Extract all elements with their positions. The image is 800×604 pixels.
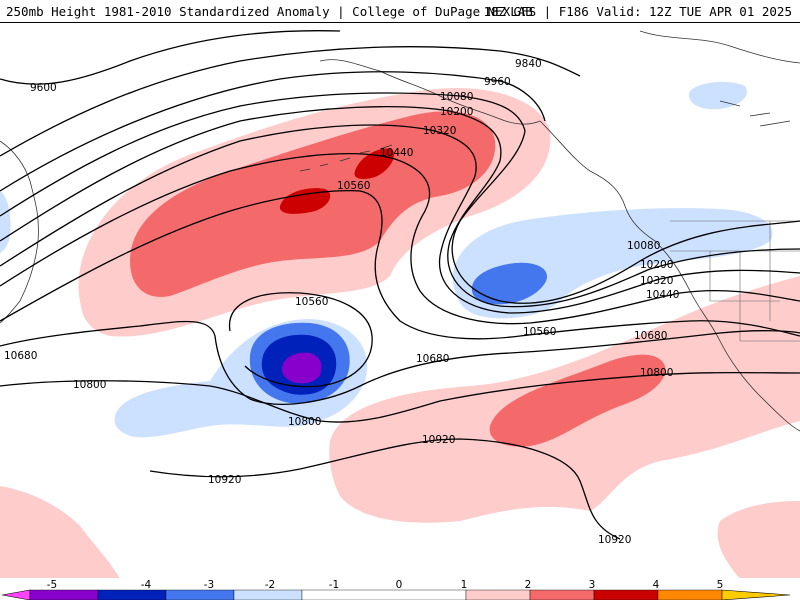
colorbar-right-arrow <box>721 589 791 601</box>
negative-anomaly-shading <box>0 81 773 438</box>
contour-label: 10920 <box>422 434 455 446</box>
colorbar-tick: -2 <box>265 579 275 591</box>
anomaly-neg4-west <box>281 352 322 384</box>
contour-10560-closed <box>228 292 373 388</box>
colorbar-tick: -3 <box>204 579 214 591</box>
contour-label: 10800 <box>640 367 673 379</box>
coastline-alaska <box>319 59 541 125</box>
colorbar-svg: -5 -4 -3 -2 -1 0 1 2 3 4 5 <box>1 579 791 601</box>
map-title: 250mb Height 1981-2010 Standardized Anom… <box>6 4 533 19</box>
contour-label: 10560 <box>295 296 328 308</box>
colorbar-left-arrow <box>1 589 31 601</box>
weather-map: 9600 9840 9960 10080 10200 10320 10440 1… <box>0 22 800 579</box>
contour-9600 <box>0 30 341 85</box>
coastline-asia <box>0 140 39 324</box>
coastline-hudson <box>639 30 800 64</box>
contour-label: 9840 <box>515 58 542 70</box>
colorbar-tick: 5 <box>717 579 724 591</box>
contour-10440 <box>0 153 800 325</box>
positive-anomaly-shading <box>0 87 800 579</box>
colorbar-bin <box>657 589 723 601</box>
colorbar-bin <box>165 589 235 601</box>
contour-label: 10320 <box>423 125 456 137</box>
contour-label: 9600 <box>30 82 57 94</box>
contour-label: 10200 <box>440 106 473 118</box>
contour-10200 <box>0 106 800 308</box>
contour-label: 10200 <box>640 259 673 271</box>
anomaly-pos1-southwest <box>0 486 120 579</box>
contour-label: 10080 <box>627 240 660 252</box>
colorbar-bin <box>29 589 99 601</box>
map-header: 250mb Height 1981-2010 Standardized Anom… <box>0 0 800 22</box>
model-run-info: 18Z GFS | F186 Valid: 12Z TUE APR 01 202… <box>483 4 792 19</box>
colorbar-tick: 0 <box>396 579 403 591</box>
coastline-aleutians <box>299 144 393 172</box>
contour-label: 10080 <box>440 91 473 103</box>
contour-9840 <box>0 46 581 157</box>
colorbar-tick: 4 <box>653 579 660 591</box>
contour-10800 <box>0 371 800 423</box>
colorbar-bin <box>301 589 467 601</box>
coastline-canada-islands <box>719 100 791 127</box>
contour-label: 10680 <box>416 353 449 365</box>
contour-label: 10800 <box>288 416 321 428</box>
contour-label: 10440 <box>646 289 679 301</box>
contour-10560-a <box>0 190 800 340</box>
colorbar-bin <box>465 589 531 601</box>
contour-10680 <box>0 320 800 405</box>
colorbar-bin <box>529 589 595 601</box>
anomaly-neg2-east <box>471 262 547 305</box>
colorbar: -5 -4 -3 -2 -1 0 1 2 3 4 5 <box>0 578 800 601</box>
colorbar-bin <box>593 589 659 601</box>
colorbar-bin <box>97 589 167 601</box>
anomaly-neg1-far-west <box>0 191 11 253</box>
colorbar-tick: -5 <box>47 579 57 591</box>
contour-label: 10560 <box>523 326 556 338</box>
colorbar-bin <box>233 589 303 601</box>
contour-label: 9960 <box>484 76 511 88</box>
map-svg: 9600 9840 9960 10080 10200 10320 10440 1… <box>0 30 800 579</box>
contour-9960 <box>0 71 546 192</box>
colorbar-tick: 2 <box>525 579 532 591</box>
contour-10920 <box>149 438 621 540</box>
contour-label: 10680 <box>634 330 667 342</box>
anomaly-neg1-northeast <box>689 81 748 110</box>
contour-label: 10560 <box>337 180 370 192</box>
colorbar-tick: -1 <box>329 579 339 591</box>
contour-label: 10920 <box>208 474 241 486</box>
contour-label: 10680 <box>4 350 37 362</box>
contour-labels: 9600 9840 9960 10080 10200 10320 10440 1… <box>4 58 679 546</box>
contour-10320 <box>0 124 800 314</box>
contour-label: 10920 <box>598 534 631 546</box>
contour-label: 10800 <box>73 379 106 391</box>
height-contours <box>0 30 800 540</box>
anomaly-pos1-southeast <box>717 501 800 579</box>
colorbar-tick: -4 <box>141 579 152 591</box>
contour-label: 10440 <box>380 147 413 159</box>
contour-label: 10320 <box>640 275 673 287</box>
anomaly-pos3-core-a <box>279 188 331 214</box>
contour-10080 <box>0 92 800 304</box>
coastline-north-america <box>539 120 800 432</box>
colorbar-tick: 1 <box>461 579 468 591</box>
colorbar-tick: 3 <box>589 579 596 591</box>
